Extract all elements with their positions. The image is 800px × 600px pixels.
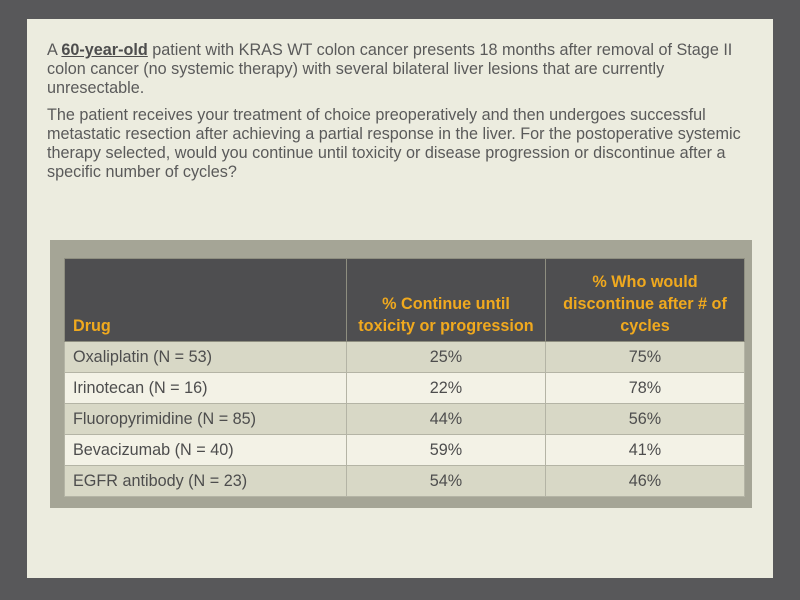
table-row: Oxaliplatin (N = 53) 25% 75% [64,341,745,373]
continue-cell: 44% [346,403,546,435]
table-row: Bevacizumab (N = 40) 59% 41% [64,434,745,466]
drug-cell: Bevacizumab (N = 40) [64,434,347,466]
age-emphasis: 60-year-old [61,41,148,59]
discontinue-cell: 78% [545,372,745,404]
drug-cell: Irinotecan (N = 16) [64,372,347,404]
drug-cell: Oxaliplatin (N = 53) [64,341,347,373]
continue-cell: 54% [346,465,546,497]
header-discontinue: % Who would discontinue after # of cycle… [545,258,745,342]
discontinue-cell: 75% [545,341,745,373]
discontinue-cell: 56% [545,403,745,435]
slide: A 60-year-old patient with KRAS WT colon… [27,19,773,578]
drug-cell: EGFR antibody (N = 23) [64,465,347,497]
continue-cell: 22% [346,372,546,404]
table-frame: Drug % Continue until toxicity or progre… [50,240,752,508]
table-row: EGFR antibody (N = 23) 54% 46% [64,465,745,497]
case-question: The patient receives your treatment of c… [47,106,741,181]
discontinue-cell: 46% [545,465,745,497]
table-row: Irinotecan (N = 16) 22% 78% [64,372,745,404]
intro-rest: patient with KRAS WT colon cancer presen… [47,41,733,97]
intro-prefix: A [47,41,62,59]
drug-cell: Fluoropyrimidine (N = 85) [64,403,347,435]
table-header-row: Drug % Continue until toxicity or progre… [64,258,745,342]
table-row: Fluoropyrimidine (N = 85) 44% 56% [64,403,745,435]
case-intro: A 60-year-old patient with KRAS WT colon… [47,41,747,98]
slide-text: A 60-year-old patient with KRAS WT colon… [47,41,747,190]
continue-cell: 25% [346,341,546,373]
header-continue: % Continue until toxicity or progression [346,258,546,342]
header-drug: Drug [64,258,347,342]
discontinue-cell: 41% [545,434,745,466]
continue-cell: 59% [346,434,546,466]
results-table: Drug % Continue until toxicity or progre… [64,258,745,497]
